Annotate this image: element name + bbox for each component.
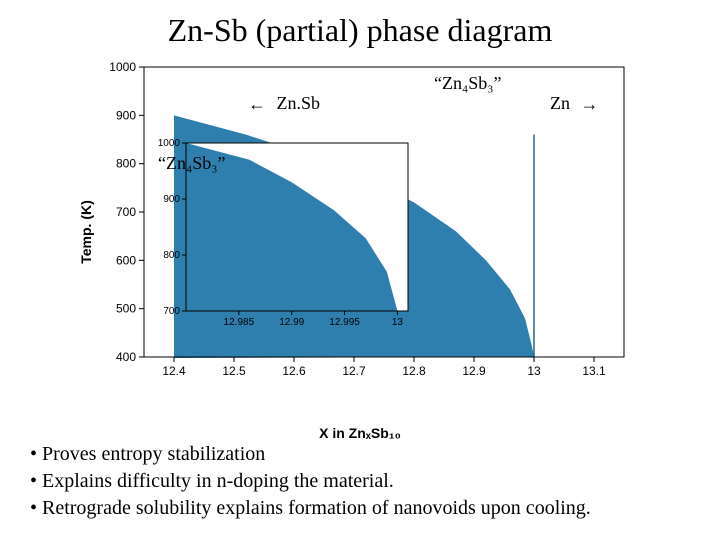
svg-text:900: 900	[163, 194, 180, 205]
svg-text:900: 900	[116, 108, 136, 122]
svg-text:12.99: 12.99	[279, 317, 304, 328]
page-title: Zn-Sb (partial) phase diagram	[0, 12, 720, 49]
zn-label: Zn →	[550, 93, 599, 115]
svg-text:1000: 1000	[158, 138, 181, 149]
svg-text:12.985: 12.985	[224, 317, 255, 328]
svg-text:700: 700	[116, 205, 136, 219]
phase-diagram-figure: 12.4 12.5 12.6 12.7 12.8 12.9 13 13.1 400 500 600 7…	[90, 57, 630, 407]
svg-text:13.1: 13.1	[582, 364, 606, 378]
svg-text:700: 700	[163, 306, 180, 317]
svg-text:800: 800	[163, 250, 180, 261]
chart-canvas: 12.4 12.5 12.6 12.7 12.8 12.9 13 13.1 400 500 600 7…	[90, 57, 630, 407]
y-axis-label: Temp. (K)	[78, 200, 94, 264]
svg-text:400: 400	[116, 350, 136, 364]
bullet-item: • Explains difficulty in n-doping the ma…	[30, 468, 591, 495]
svg-text:12.5: 12.5	[222, 364, 246, 378]
znsb-text: Zn.Sb	[277, 93, 321, 113]
phase-label-top: “Zn₄Sb₃”	[434, 73, 502, 94]
svg-text:600: 600	[116, 253, 136, 267]
svg-text:13: 13	[392, 317, 404, 328]
svg-text:12.4: 12.4	[162, 364, 186, 378]
arrow-left-icon: ←	[248, 94, 266, 115]
bullet-item: • Proves entropy stabilization	[30, 441, 591, 468]
svg-text:12.8: 12.8	[402, 364, 426, 378]
arrow-right-icon: →	[581, 94, 599, 115]
svg-text:12.9: 12.9	[462, 364, 486, 378]
x-axis-label: X in ZnₓSb₁₀	[319, 425, 401, 441]
svg-text:12.7: 12.7	[342, 364, 366, 378]
svg-text:13: 13	[527, 364, 541, 378]
svg-text:800: 800	[116, 157, 136, 171]
svg-text:12.6: 12.6	[282, 364, 306, 378]
svg-text:500: 500	[116, 302, 136, 316]
phase-label-inset: “Zn₄Sb₃”	[158, 153, 226, 174]
znsb-label: ← Zn.Sb	[248, 93, 320, 115]
svg-text:12.995: 12.995	[329, 317, 360, 328]
bullet-item: • Retrograde solubility explains formati…	[30, 495, 591, 522]
bullet-list: • Proves entropy stabilization • Explain…	[30, 441, 591, 522]
svg-text:1000: 1000	[109, 60, 136, 74]
zn-text: Zn	[550, 93, 570, 113]
